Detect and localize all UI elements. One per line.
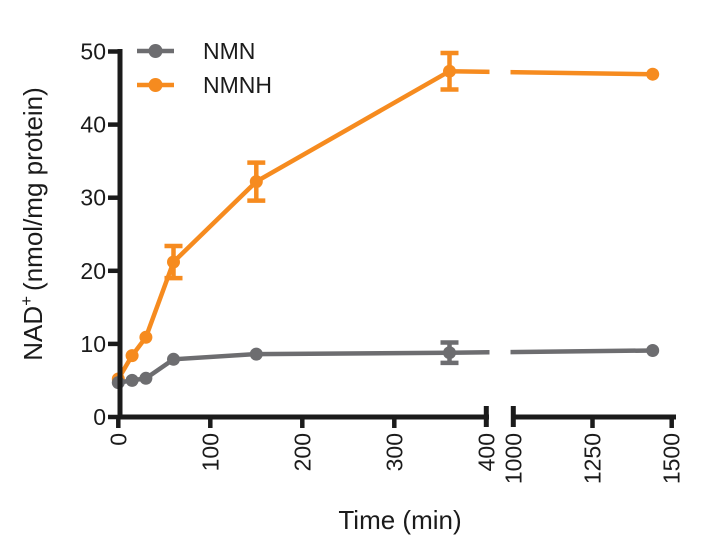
x-axis-title: Time (min)	[338, 505, 461, 535]
data-point-nmn-t150	[249, 347, 263, 361]
y-tick-label-0: 0	[93, 404, 106, 430]
x-tick-label-300: 300	[381, 433, 407, 471]
data-point-nmn-t360	[443, 346, 456, 360]
y-tick-label-30: 30	[80, 185, 106, 211]
x-tick-label-1250: 1250	[580, 433, 606, 484]
data-point-nmnh-t150	[249, 175, 263, 189]
x-tick-label-400: 400	[473, 433, 499, 471]
y-axis-title: NAD+ (nmol/mg protein)	[17, 87, 48, 361]
y-axis-title-superscript: +	[17, 296, 36, 306]
data-point-nmnh-t30	[139, 330, 153, 344]
legend-label-nmn: NMN	[203, 38, 255, 64]
data-point-nmnh-t1440	[646, 67, 660, 81]
data-series-layer	[111, 50, 660, 390]
series-line-nmnh	[116, 68, 653, 381]
legend-marker-nmn-icon	[148, 44, 163, 58]
data-point-nmn-t30	[139, 371, 153, 385]
data-point-nmnh-t360	[443, 64, 456, 78]
y-tick-label-20: 20	[80, 258, 106, 284]
y-tick-label-10: 10	[80, 331, 106, 357]
x-tick-label-1000: 1000	[500, 433, 526, 484]
data-point-nmnh-t15	[125, 349, 139, 363]
axis-break-mask	[489, 25, 511, 411]
x-tick-label-1500: 1500	[659, 433, 685, 484]
x-tick-label-100: 100	[197, 433, 223, 471]
series-line-nmn	[117, 348, 653, 385]
legend-marker-nmnh-icon	[148, 78, 163, 92]
data-point-nmn-t60	[167, 352, 180, 366]
y-tick-label-50: 50	[80, 39, 106, 65]
data-point-nmn-t15	[125, 373, 139, 387]
y-axis-title-base: NAD	[18, 306, 48, 361]
legend: NMN NMNH	[137, 38, 272, 98]
axes-layer: 0 10 20 30 40 50 0 100 200 300 400 1000 1250 1500	[80, 39, 684, 485]
data-point-nmnh-t60	[167, 255, 180, 269]
x-tick-label-200: 200	[289, 433, 315, 471]
series-nmnh	[111, 50, 660, 386]
data-point-nmn-t1440	[646, 344, 660, 357]
y-axis-title-units: (nmol/mg protein)	[18, 87, 48, 291]
legend-item-nmn: NMN	[137, 38, 255, 64]
y-tick-label-40: 40	[80, 112, 106, 138]
legend-item-nmnh: NMNH	[137, 72, 272, 98]
x-tick-label-0: 0	[105, 433, 131, 446]
legend-label-nmnh: NMNH	[203, 72, 272, 98]
series-nmn	[111, 340, 660, 390]
